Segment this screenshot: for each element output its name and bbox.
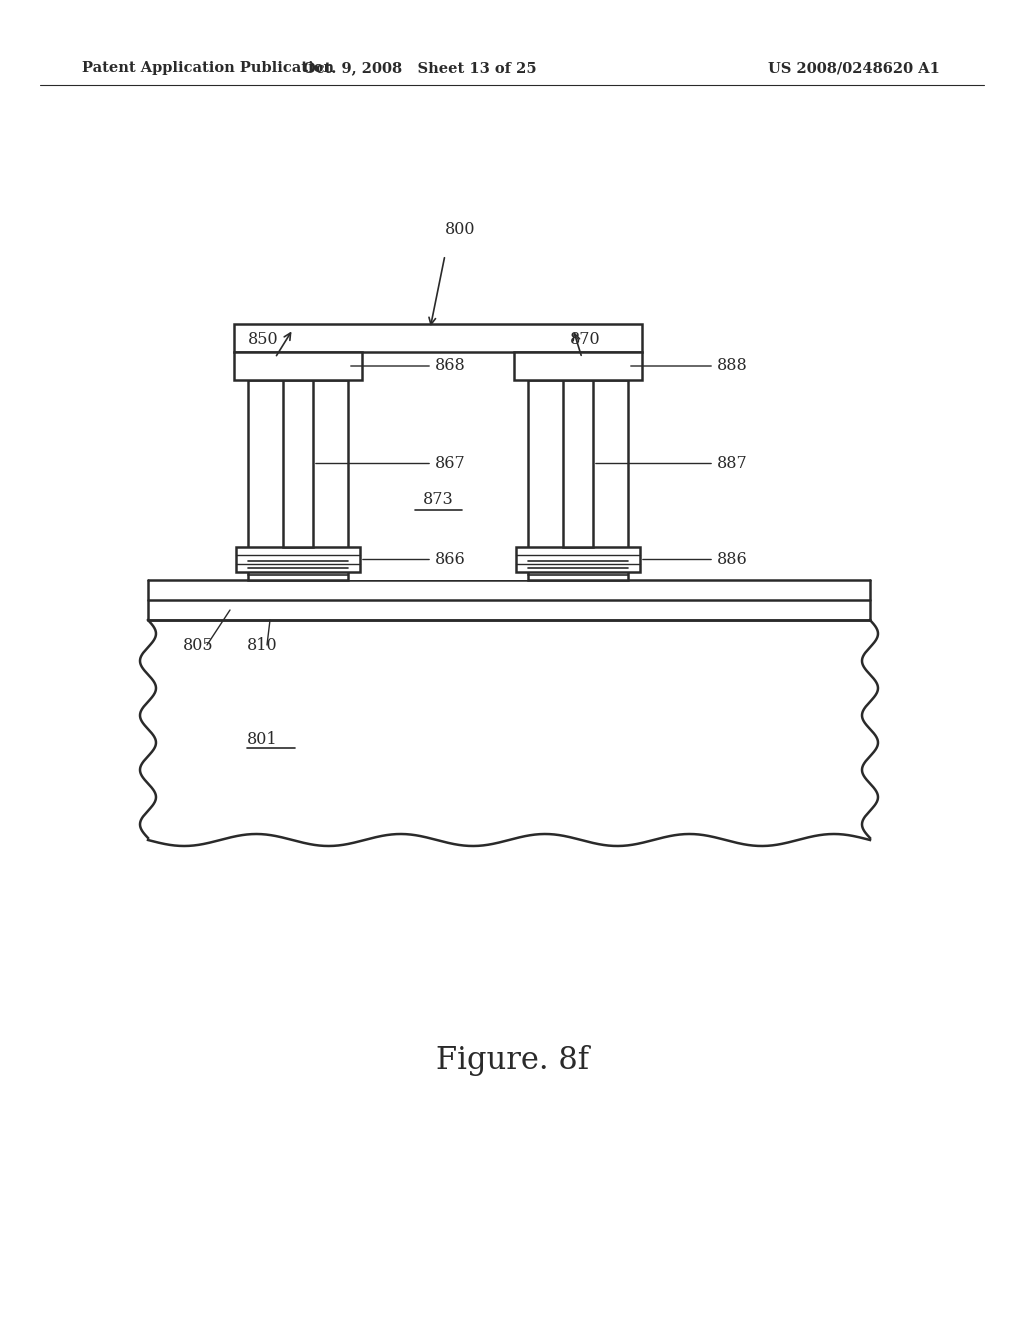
Bar [236, 546, 360, 572]
Text: 870: 870 [570, 331, 601, 348]
Bar [148, 620, 870, 840]
Text: US 2008/0248620 A1: US 2008/0248620 A1 [768, 61, 940, 75]
Text: 866: 866 [435, 550, 466, 568]
Text: 801: 801 [247, 731, 278, 748]
Bar [516, 546, 640, 572]
Bar [528, 380, 628, 579]
Text: 805: 805 [183, 636, 214, 653]
Text: 867: 867 [435, 455, 466, 473]
Bar [514, 352, 642, 380]
Text: 868: 868 [435, 358, 466, 375]
Text: Figure. 8f: Figure. 8f [435, 1044, 589, 1076]
Text: 887: 887 [717, 455, 748, 473]
Bar [234, 352, 362, 380]
Text: 888: 888 [717, 358, 748, 375]
Bar [283, 380, 313, 546]
Text: 800: 800 [445, 222, 475, 239]
Text: 886: 886 [717, 550, 748, 568]
Bar [248, 380, 348, 579]
Text: 850: 850 [248, 331, 279, 348]
Text: 873: 873 [423, 491, 454, 508]
Text: 810: 810 [247, 636, 278, 653]
Bar [348, 352, 528, 579]
Bar [234, 323, 642, 352]
Text: Patent Application Publication: Patent Application Publication [82, 61, 334, 75]
Bar [148, 579, 870, 601]
Bar [148, 601, 870, 620]
Text: Oct. 9, 2008   Sheet 13 of 25: Oct. 9, 2008 Sheet 13 of 25 [303, 61, 537, 75]
Bar [563, 380, 593, 546]
